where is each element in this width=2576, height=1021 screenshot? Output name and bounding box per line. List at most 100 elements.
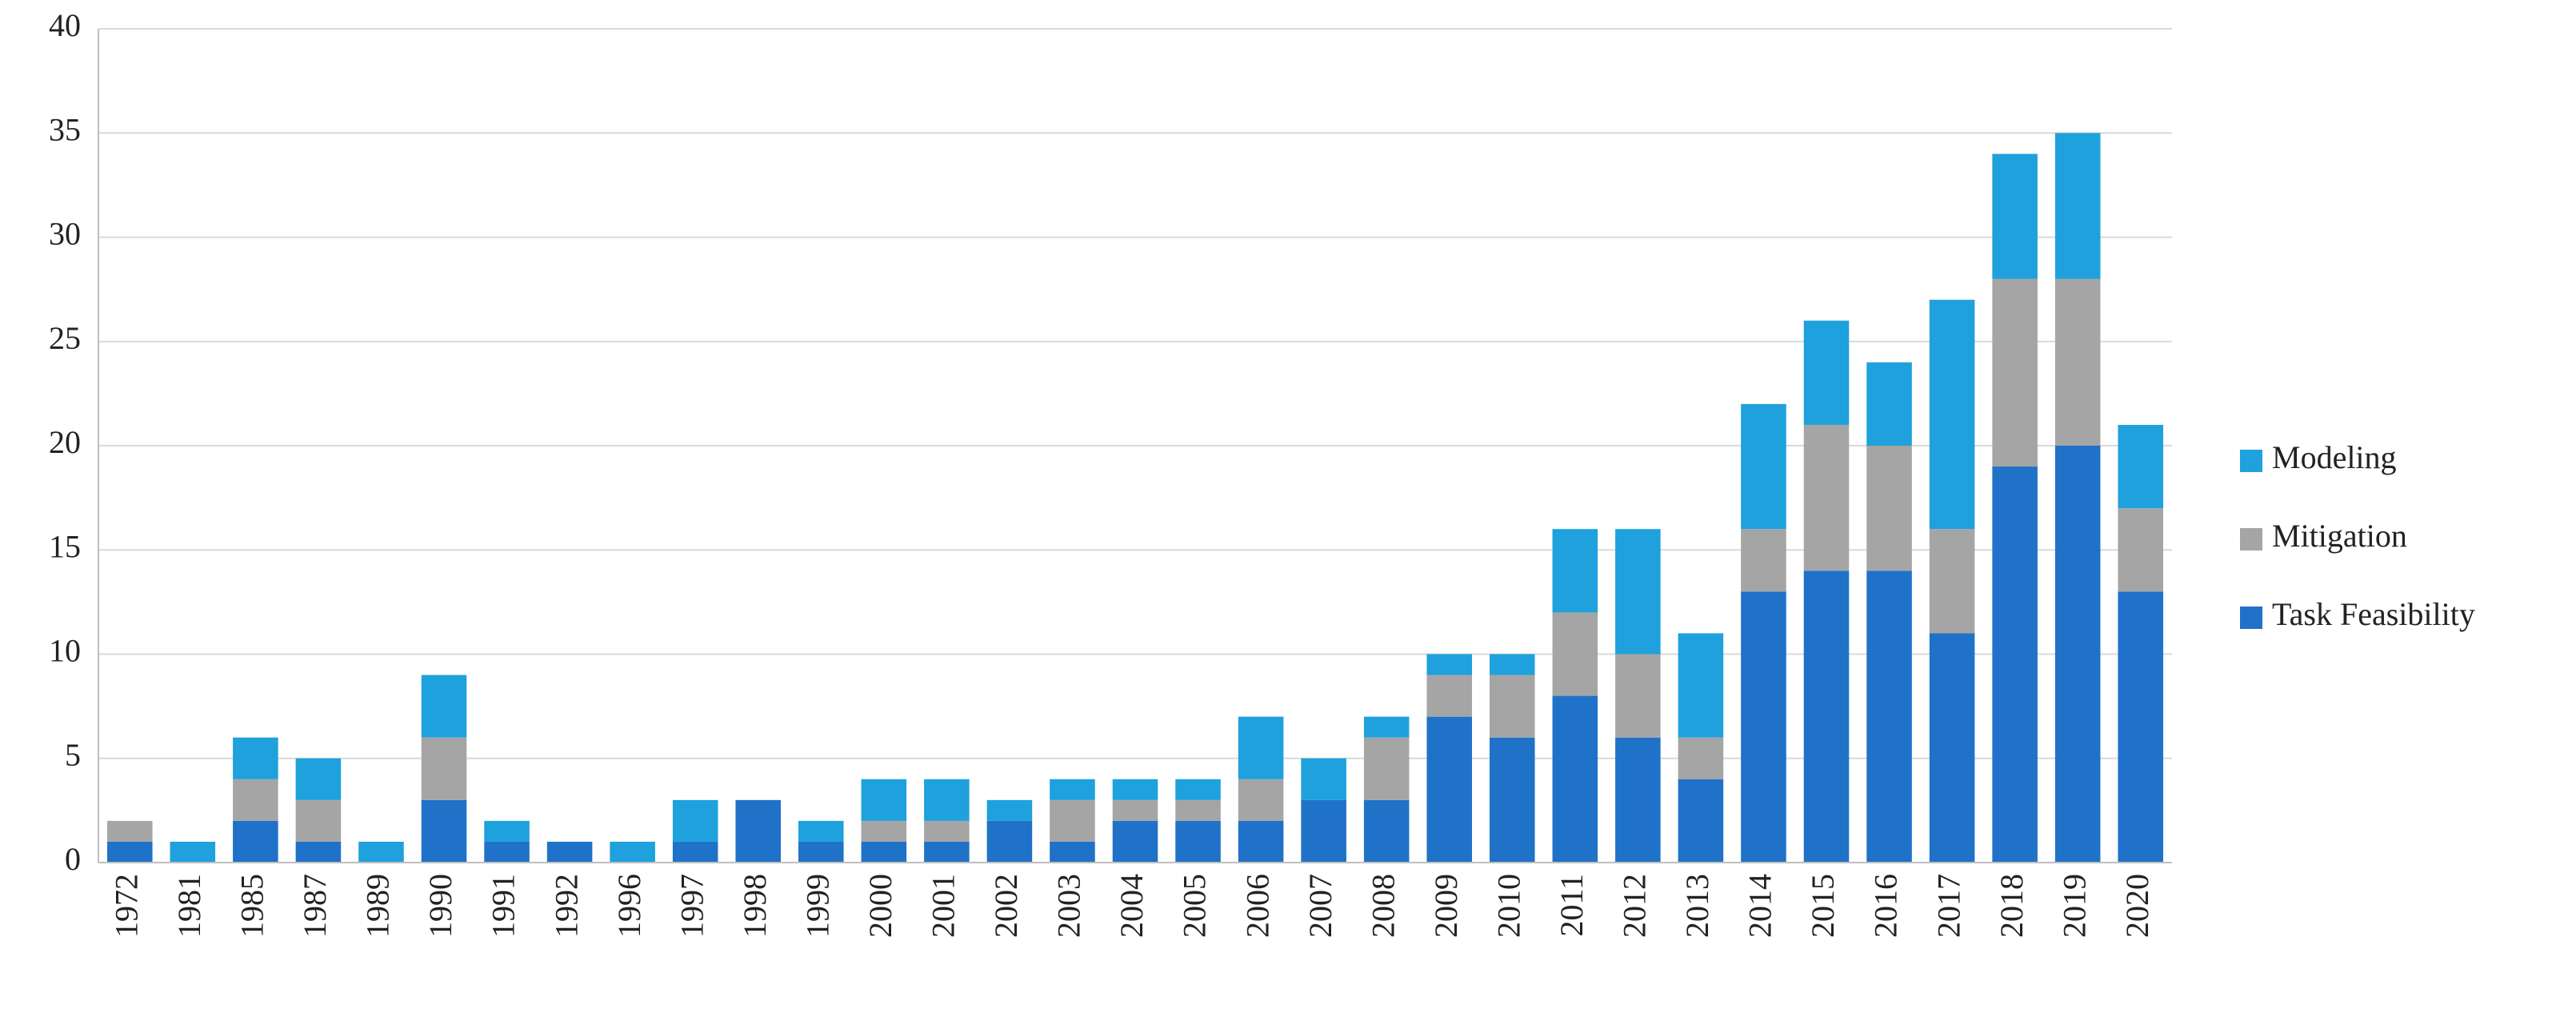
bar-segment (735, 799, 782, 863)
x-tick-label: 1996 (611, 874, 647, 938)
y-tick-label: 0 (65, 841, 81, 877)
bar-segment (798, 841, 844, 863)
bar-segment (233, 820, 278, 863)
bar-segment (295, 758, 342, 800)
bar-segment (861, 820, 907, 842)
bar-segment (986, 820, 1033, 863)
bar-segment (1112, 799, 1158, 821)
x-tick-label: 2013 (1679, 874, 1715, 938)
bar-segment (1363, 737, 1410, 800)
x-tick-label: 2017 (1930, 874, 1966, 938)
x-tick-label: 2019 (2056, 874, 2092, 938)
bar-segment (1929, 633, 1975, 863)
x-tick-label: 2004 (1114, 874, 1150, 938)
bar-segment (1929, 529, 1975, 634)
bar-segment (1552, 529, 1598, 613)
bar-segment (1678, 737, 1724, 779)
x-tick-label: 1972 (108, 874, 144, 938)
x-tick-label: 2007 (1302, 874, 1338, 938)
bar-segment (1363, 799, 1410, 863)
bar-segment (1363, 716, 1410, 738)
x-tick-label: 1987 (297, 874, 333, 938)
x-tick-label: 2018 (1994, 874, 2030, 938)
bar-segment (484, 841, 530, 863)
bar-segment (1175, 820, 1221, 863)
bar-segment (358, 841, 404, 863)
bar-segment (2118, 424, 2164, 509)
x-tick-label: 2001 (926, 874, 962, 938)
bar-segment (1741, 403, 1786, 530)
bar-segment (1552, 612, 1598, 696)
bar-segment (1175, 779, 1221, 800)
x-tick-label: 1992 (548, 874, 584, 938)
bar-segment (2118, 591, 2164, 863)
y-tick-label: 20 (49, 424, 81, 460)
x-tick-label: 2008 (1365, 874, 1401, 938)
x-tick-label: 2012 (1617, 874, 1653, 938)
x-tick-label: 1989 (360, 874, 396, 938)
bar-segment (672, 799, 718, 842)
bar-segment (1866, 446, 1912, 571)
x-tick-label: 1990 (422, 874, 458, 938)
x-tick-label: 1981 (171, 874, 207, 938)
bar-segment (1615, 654, 1661, 738)
x-tick-label: 2015 (1805, 874, 1841, 938)
y-tick-label: 25 (49, 320, 81, 356)
bar-segment (170, 841, 216, 863)
x-tick-label: 1985 (234, 874, 270, 938)
bar-segment (1929, 299, 1975, 530)
bar-segment (2054, 446, 2101, 863)
bar-segment (1741, 529, 1786, 592)
bar-segment (106, 820, 153, 842)
x-tick-label: 1999 (799, 874, 835, 938)
y-tick-label: 5 (65, 737, 81, 773)
bar-segment (924, 779, 970, 821)
bar-segment (106, 841, 153, 863)
y-tick-label: 15 (49, 528, 81, 564)
bar-segment (924, 820, 970, 842)
y-tick-label: 10 (49, 633, 81, 669)
bar-segment (1175, 799, 1221, 821)
y-tick-label: 35 (49, 111, 81, 147)
bar-segment (546, 841, 593, 863)
x-tick-label: 2009 (1428, 874, 1464, 938)
bar-segment (1050, 779, 1095, 800)
bar-segment (924, 841, 970, 863)
bar-segment (798, 820, 844, 842)
bar-segment (1238, 779, 1284, 821)
y-tick-label: 30 (49, 216, 81, 252)
bar-segment (2054, 133, 2101, 279)
bar-segment (1992, 278, 2038, 467)
bar-segment (1426, 675, 1473, 717)
legend-label: Modeling (2272, 439, 2397, 475)
x-tick-label: 2003 (1051, 874, 1087, 938)
x-tick-label: 2010 (1490, 874, 1526, 938)
x-tick-label: 1997 (674, 874, 710, 938)
bar-segment (1238, 716, 1284, 779)
y-tick-label: 40 (49, 7, 81, 43)
bar-segment (1489, 737, 1535, 863)
bar-segment (861, 779, 907, 821)
bar-segment (1866, 362, 1912, 446)
bar-segment (1678, 633, 1724, 738)
legend-swatch (2240, 528, 2262, 551)
bar-segment (861, 841, 907, 863)
bar-segment (1866, 571, 1912, 863)
bar-segment (1301, 799, 1346, 863)
bar-segment (2118, 508, 2164, 592)
bar-segment (1301, 758, 1346, 800)
bar-segment (1803, 424, 1850, 571)
bar-segment (986, 799, 1033, 821)
bar-segment (233, 779, 278, 821)
x-tick-label: 2005 (1177, 874, 1213, 938)
legend-swatch (2240, 607, 2262, 629)
bar-segment (1615, 529, 1661, 655)
bar-segment (1050, 799, 1095, 842)
bar-segment (1426, 716, 1473, 863)
bar-segment (1615, 737, 1661, 863)
bar-segment (1741, 591, 1786, 863)
x-tick-label: 2006 (1239, 874, 1275, 938)
legend-label: Task Feasibility (2272, 596, 2475, 632)
bar-segment (672, 841, 718, 863)
